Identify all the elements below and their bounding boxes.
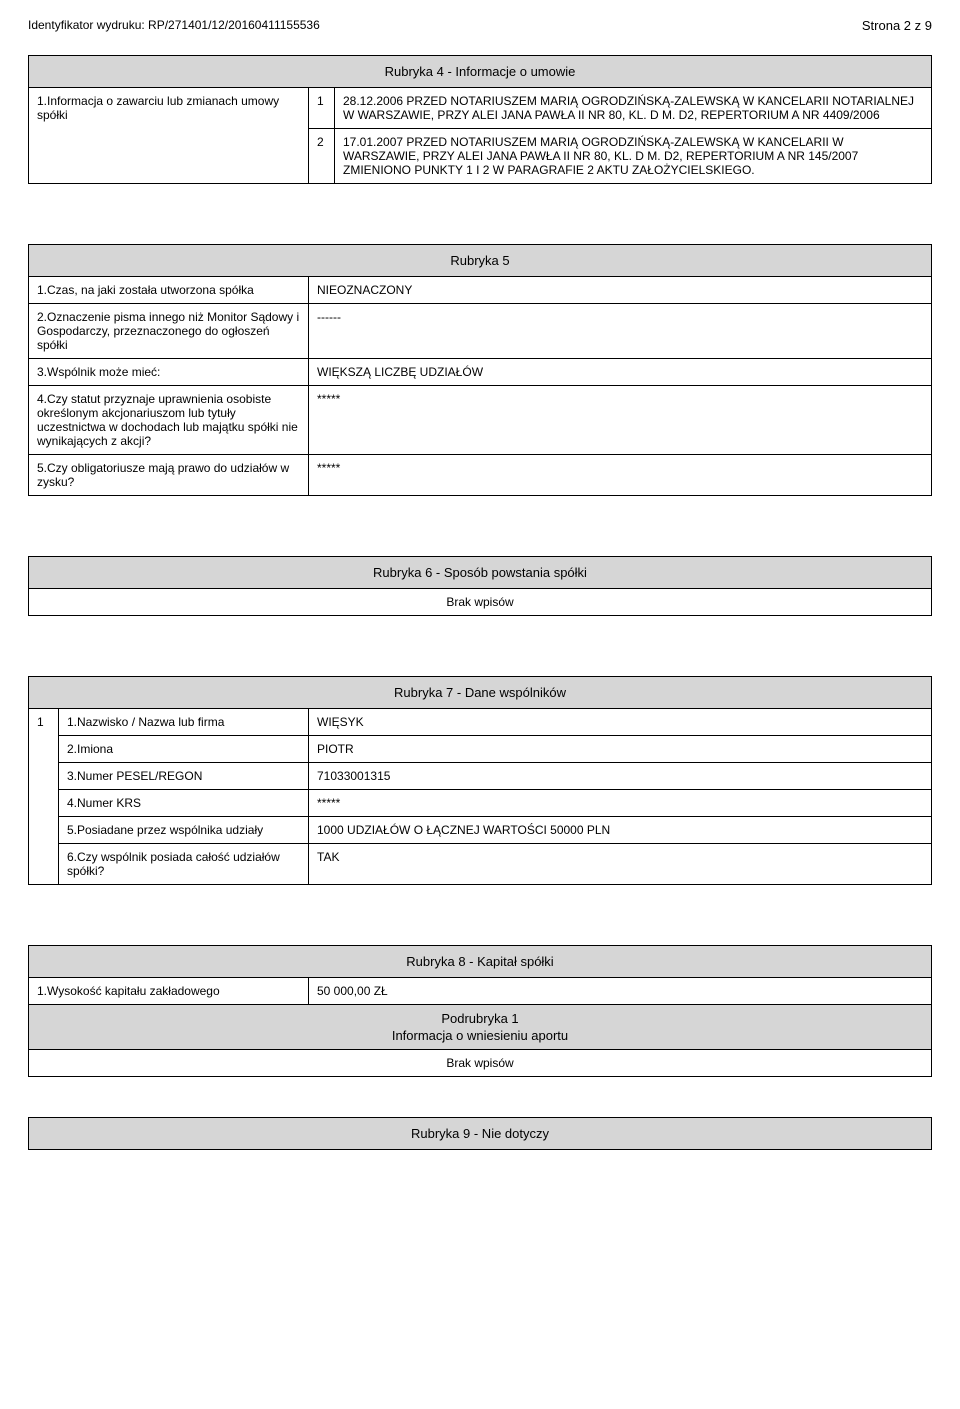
- rubryka-7-title: Rubryka 7 - Dane wspólników: [29, 677, 932, 709]
- entry-idx: 2: [309, 129, 335, 184]
- r5-label: 5.Czy obligatoriusze mają prawo do udzia…: [29, 455, 309, 496]
- r5-label: 3.Wspólnik może mieć:: [29, 359, 309, 386]
- page-number: Strona 2 z 9: [862, 18, 932, 33]
- rubryka-5-title: Rubryka 5: [29, 245, 932, 277]
- rubryka-7-table: Rubryka 7 - Dane wspólników 1 1.Nazwisko…: [28, 676, 932, 885]
- rubryka-8-empty: Brak wpisów: [29, 1050, 932, 1077]
- r7-value: 71033001315: [309, 763, 932, 790]
- r7-label: 2.Imiona: [59, 736, 309, 763]
- r7-label: 3.Numer PESEL/REGON: [59, 763, 309, 790]
- rubryka-6-table: Rubryka 6 - Sposób powstania spółki Brak…: [28, 556, 932, 616]
- r8-label: 1.Wysokość kapitału zakładowego: [29, 978, 309, 1005]
- r7-value: *****: [309, 790, 932, 817]
- rubryka-8-title: Rubryka 8 - Kapitał spółki: [29, 946, 932, 978]
- r7-value: 1000 UDZIAŁÓW O ŁĄCZNEJ WARTOŚCI 50000 P…: [309, 817, 932, 844]
- entry-idx: 1: [309, 88, 335, 129]
- r8-value: 50 000,00 ZŁ: [309, 978, 932, 1005]
- r7-group-idx: 1: [29, 709, 59, 885]
- r5-label: 1.Czas, na jaki została utworzona spółka: [29, 277, 309, 304]
- r5-value: WIĘKSZĄ LICZBĘ UDZIAŁÓW: [309, 359, 932, 386]
- r5-label: 2.Oznaczenie pisma innego niż Monitor Są…: [29, 304, 309, 359]
- rubryka-8-sub2: Informacja o wniesieniu aportu: [29, 1028, 932, 1050]
- r5-value: ------: [309, 304, 932, 359]
- r7-value: PIOTR: [309, 736, 932, 763]
- rubryka-8-table: Rubryka 8 - Kapitał spółki 1.Wysokość ka…: [28, 945, 932, 1077]
- entry-text: 17.01.2007 PRZED NOTARIUSZEM MARIĄ OGROD…: [335, 129, 932, 184]
- r5-value: *****: [309, 386, 932, 455]
- rubryka-6-empty: Brak wpisów: [29, 589, 932, 616]
- rubryka-4-table: Rubryka 4 - Informacje o umowie 1.Inform…: [28, 55, 932, 184]
- page-header: Identyfikator wydruku: RP/271401/12/2016…: [28, 18, 932, 33]
- rubryka-6-title: Rubryka 6 - Sposób powstania spółki: [29, 557, 932, 589]
- r5-label: 4.Czy statut przyznaje uprawnienia osobi…: [29, 386, 309, 455]
- r7-value: TAK: [309, 844, 932, 885]
- rubryka-4-title: Rubryka 4 - Informacje o umowie: [29, 56, 932, 88]
- r7-value: WIĘSYK: [309, 709, 932, 736]
- r7-label: 5.Posiadane przez wspólnika udziały: [59, 817, 309, 844]
- rubryka-9-table: Rubryka 9 - Nie dotyczy: [28, 1117, 932, 1150]
- rubryka-5-table: Rubryka 5 1.Czas, na jaki została utworz…: [28, 244, 932, 496]
- rubryka-9-title: Rubryka 9 - Nie dotyczy: [29, 1118, 932, 1150]
- rubryka-8-sub1: Podrubryka 1: [29, 1005, 932, 1029]
- entry-text: 28.12.2006 PRZED NOTARIUSZEM MARIĄ OGROD…: [335, 88, 932, 129]
- r5-value: *****: [309, 455, 932, 496]
- r7-label: 6.Czy wspólnik posiada całość udziałów s…: [59, 844, 309, 885]
- r7-label: 1.Nazwisko / Nazwa lub firma: [59, 709, 309, 736]
- print-id: Identyfikator wydruku: RP/271401/12/2016…: [28, 18, 320, 33]
- rubryka-4-row-label: 1.Informacja o zawarciu lub zmianach umo…: [29, 88, 309, 184]
- r5-value: NIEOZNACZONY: [309, 277, 932, 304]
- r7-label: 4.Numer KRS: [59, 790, 309, 817]
